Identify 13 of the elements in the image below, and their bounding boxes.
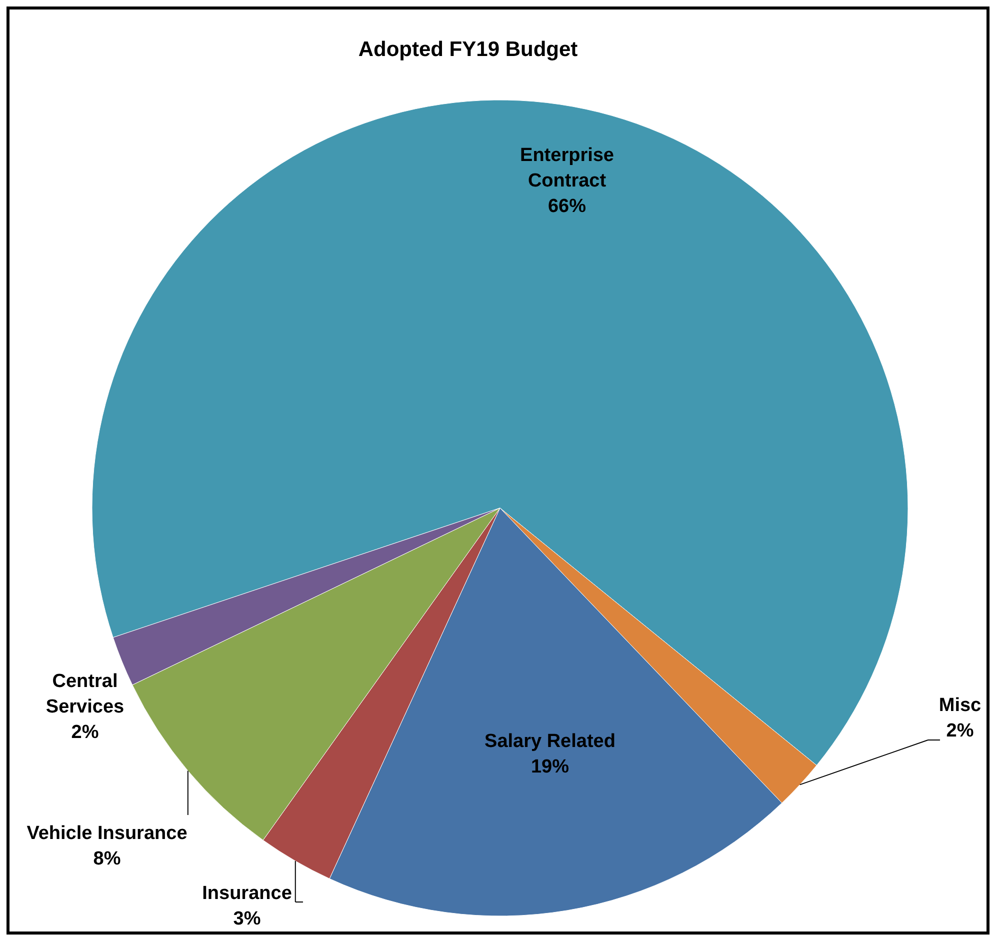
data-label: 3% bbox=[233, 908, 261, 930]
data-label: 2% bbox=[946, 720, 974, 742]
slice-label: Vehicle Insurance bbox=[26, 823, 188, 844]
slice-label: Central Services bbox=[46, 671, 124, 718]
data-label: 2% bbox=[71, 722, 99, 743]
slice-label: Misc bbox=[938, 695, 982, 716]
data-label: 8% bbox=[93, 848, 121, 870]
slice-label: Salary Related bbox=[484, 731, 616, 752]
slice-label: Insurance bbox=[202, 883, 292, 904]
slice-label: Enterprise Contract bbox=[520, 145, 614, 192]
chart-title: Adopted FY19 Budget bbox=[358, 38, 578, 61]
data-label: 19% bbox=[530, 756, 570, 778]
data-label: 66% bbox=[548, 196, 586, 217]
